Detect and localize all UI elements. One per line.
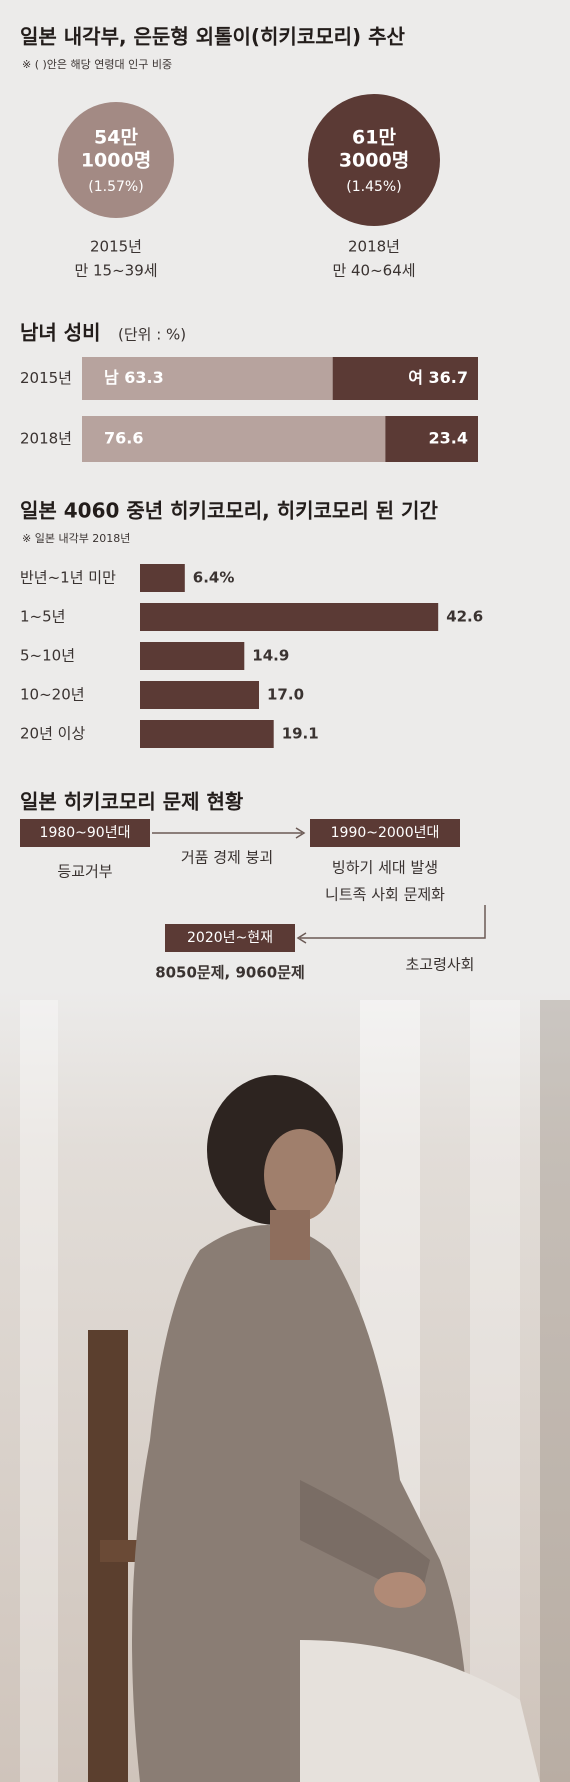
age: 만 40~64세 [332,262,415,280]
circle-value: 1000명 [81,150,151,172]
period-text: 니트족 사회 문제화 [325,886,445,904]
bar-label: 23.4 [429,429,468,448]
timeline-shapes [152,827,486,944]
title: 일본 히키코모리 문제 현황 [20,790,244,814]
category-label: 10~20년 [20,686,85,704]
bar [140,603,439,631]
period-label: 1990~2000년대 [331,825,440,841]
note: ※ 일본 내각부 2018년 [22,531,130,545]
circle-value: 54만 [94,127,138,149]
transition: 초고령사회 [405,956,474,974]
period-text: 빙하기 세대 발생 [332,859,438,877]
circle-2018 [308,94,440,226]
value-label: 14.9 [252,647,289,665]
period-box [310,819,460,847]
bar [140,681,259,709]
circle-value: 61만 [352,127,396,149]
value-label: 19.1 [282,725,319,743]
bar-segment [82,416,386,462]
category-label: 1~5년 [20,608,65,626]
category-label: 20년 이상 [20,725,85,743]
year: 2015년 [90,238,142,256]
age: 만 15~39세 [74,262,157,280]
period-text: 등교거부 [57,863,112,881]
title: 일본 내각부, 은둔형 외톨이(히키코모리) 추산 [20,25,406,49]
bar-segment [82,357,333,400]
photo [0,990,570,1782]
bar-label: 남 63.3 [104,368,164,387]
category-label: 5~10년 [20,647,75,665]
transition: 거품 경제 붕괴 [181,849,273,867]
year: 2018년 [348,238,400,256]
period-label: 2020년~현재 [187,930,273,946]
period-box [165,924,295,952]
period-label: 1980~90년대 [40,825,131,841]
row-year: 2015년 [20,369,72,387]
bar-label: 여 36.7 [408,368,468,387]
period-box [20,819,150,847]
period-text: 8050문제, 9060문제 [155,964,305,982]
value-label: 42.6 [446,608,483,626]
title: 일본 4060 중년 히키코모리, 히키코모리 된 기간 [20,499,438,523]
circle-share: (1.45%) [346,179,401,195]
row-year: 2018년 [20,430,72,448]
circle-2015 [58,102,174,218]
title: 남녀 성비 [20,321,101,345]
circle-share: (1.57%) [88,179,143,195]
note: ※ ( )안은 해당 연령대 인구 비중 [22,57,172,71]
bar-segment [385,416,478,462]
bar [140,642,245,670]
bar [140,564,185,592]
bar [140,720,274,748]
value-label: 6.4% [193,569,235,587]
bar-segment [332,357,478,400]
bar-label: 76.6 [104,429,143,448]
value-label: 17.0 [267,686,304,704]
circle-value: 3000명 [339,150,409,172]
unit: (단위 : %) [118,326,186,344]
category-label: 반년~1년 미만 [20,569,116,587]
